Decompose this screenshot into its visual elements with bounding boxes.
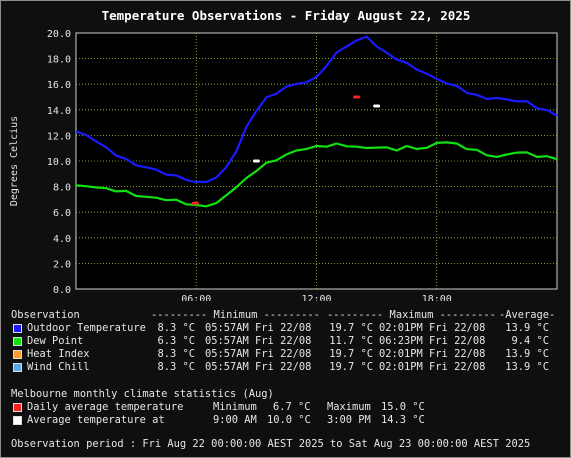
row-label: Heat Index bbox=[27, 348, 90, 360]
legend-swatch bbox=[13, 324, 22, 333]
average-value-1: 10.0 °C bbox=[267, 414, 311, 426]
y-tick-label: 12.0 bbox=[47, 131, 71, 142]
x-tick-label: 18:00 bbox=[422, 294, 452, 301]
row-max-time: 02:01PM Fri 22/08 bbox=[379, 348, 486, 360]
average-at-swatch bbox=[13, 416, 22, 425]
climate-mark bbox=[353, 95, 361, 99]
y-tick-label: 14.0 bbox=[47, 106, 71, 117]
climate-mark bbox=[252, 159, 260, 163]
daily-average-swatch bbox=[13, 403, 22, 412]
y-tick-label: 8.0 bbox=[53, 183, 71, 194]
average-value-2: 14.3 °C bbox=[381, 414, 425, 426]
row-min: 8.3 °C bbox=[157, 348, 195, 360]
row-avg: 13.9 °C bbox=[505, 322, 549, 334]
row-max: 19.7 °C bbox=[329, 322, 373, 334]
y-tick-label: 20.0 bbox=[47, 29, 71, 40]
average-at-label: Average temperature at bbox=[27, 414, 165, 426]
row-min-time: 05:57AM Fri 22/08 bbox=[205, 322, 312, 334]
daily-min-label: Minimum bbox=[213, 401, 257, 413]
row-max-time: 06:23PM Fri 22/08 bbox=[379, 335, 486, 347]
row-min-time: 05:57AM Fri 22/08 bbox=[205, 335, 312, 347]
average-time-2: 3:00 PM bbox=[327, 414, 371, 426]
header-observation: Observation bbox=[11, 309, 80, 321]
series-line-outdoor-temperature bbox=[75, 35, 558, 184]
row-min: 6.3 °C bbox=[157, 335, 195, 347]
y-tick-label: 10.0 bbox=[47, 157, 71, 168]
row-max-time: 02:01PM Fri 22/08 bbox=[379, 361, 486, 373]
y-tick-label: 18.0 bbox=[47, 55, 71, 66]
y-tick-label: 0.0 bbox=[53, 285, 71, 296]
y-tick-label: 6.0 bbox=[53, 208, 71, 219]
row-avg: 13.9 °C bbox=[505, 348, 549, 360]
row-min: 8.3 °C bbox=[157, 322, 195, 334]
climate-mark bbox=[373, 104, 381, 108]
average-time-1: 9:00 AM bbox=[213, 414, 257, 426]
y-tick-label: 16.0 bbox=[47, 80, 71, 91]
climate-marks bbox=[191, 95, 381, 205]
y-tick-label: 2.0 bbox=[53, 259, 71, 270]
legend-swatch bbox=[13, 363, 22, 372]
grid-lines bbox=[76, 33, 557, 289]
row-max: 19.7 °C bbox=[329, 348, 373, 360]
header-average: -Average- bbox=[499, 309, 556, 321]
row-min-time: 05:57AM Fri 22/08 bbox=[205, 361, 312, 373]
row-max: 19.7 °C bbox=[329, 361, 373, 373]
climate-mark bbox=[191, 201, 199, 205]
legend-swatch bbox=[13, 337, 22, 346]
daily-max-label: Maximum bbox=[327, 401, 371, 413]
daily-max-value: 15.0 °C bbox=[381, 401, 425, 413]
row-label: Outdoor Temperature bbox=[27, 322, 146, 334]
x-tick-label: 12:00 bbox=[301, 294, 331, 301]
row-min: 8.3 °C bbox=[157, 361, 195, 373]
header-minimum: --------- Minimum --------- bbox=[151, 309, 320, 321]
row-max: 11.7 °C bbox=[329, 335, 373, 347]
x-tick-label: 06:00 bbox=[181, 294, 211, 301]
temperature-chart: Temperature Observations - Friday August… bbox=[9, 8, 558, 301]
climate-title: Melbourne monthly climate statistics (Au… bbox=[11, 388, 274, 400]
header-maximum: --------- Maximum --------- bbox=[327, 309, 496, 321]
daily-average-label: Daily average temperature bbox=[27, 401, 184, 413]
series-line-dew-point bbox=[75, 141, 558, 208]
daily-min-value: 6.7 °C bbox=[273, 401, 311, 413]
row-label: Dew Point bbox=[27, 335, 84, 347]
y-tick-labels: 0.0 2.0 4.0 6.0 8.0 10.0 12.0 14.0 16.0 18.0 20.0 bbox=[47, 29, 71, 296]
row-avg: 13.9 °C bbox=[505, 361, 549, 373]
row-min-time: 05:57AM Fri 22/08 bbox=[205, 348, 312, 360]
y-axis-label: Degrees Celcius bbox=[9, 116, 20, 206]
row-avg: 9.4 °C bbox=[511, 335, 549, 347]
observation-period: Observation period : Fri Aug 22 00:00:00… bbox=[11, 438, 531, 450]
x-tick-labels: 06:00 12:00 18:00 bbox=[181, 294, 452, 301]
legend-swatch bbox=[13, 350, 22, 359]
series-lines bbox=[75, 35, 558, 208]
y-tick-label: 4.0 bbox=[53, 234, 71, 245]
row-max-time: 02:01PM Fri 22/08 bbox=[379, 322, 486, 334]
row-label: Wind Chill bbox=[27, 361, 90, 373]
chart-title: Temperature Observations - Friday August… bbox=[102, 8, 471, 23]
